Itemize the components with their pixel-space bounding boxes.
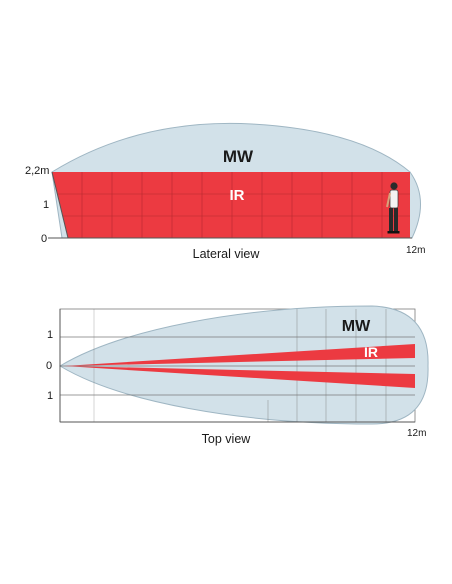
person-figure — [386, 182, 400, 234]
top-caption: Top view — [202, 432, 252, 446]
lateral-mw-label: MW — [223, 147, 254, 166]
top-grid — [60, 309, 415, 422]
top-ir-label: IR — [364, 344, 378, 360]
lateral-caption: Lateral view — [193, 247, 261, 261]
top-y-up-label: 1 — [47, 329, 53, 341]
lateral-ir-label: IR — [230, 187, 245, 204]
lateral-y-top-label: 2,2m — [25, 165, 49, 177]
top-x-end-label: 12m — [407, 428, 426, 439]
top-y-down-label: 1 — [47, 390, 53, 402]
lateral-wall-line — [51, 171, 69, 239]
lateral-ir-zone — [52, 172, 410, 238]
lateral-y-zero-label: 0 — [41, 233, 47, 245]
top-ir-beam-lower — [64, 366, 415, 388]
lateral-view: MW IR 2,2m 1 0 12m Lateral view — [25, 122, 425, 261]
lateral-grid — [58, 172, 410, 238]
top-y-zero-label: 0 — [46, 360, 52, 372]
top-ir-beam-upper — [64, 344, 415, 366]
lateral-y-mid-label: 1 — [43, 199, 49, 211]
top-mw-label: MW — [342, 318, 371, 335]
top-view: MW IR 1 0 1 12m Top view — [46, 305, 429, 446]
lateral-x-end-label: 12m — [406, 245, 425, 256]
top-mw-zone — [59, 305, 429, 425]
